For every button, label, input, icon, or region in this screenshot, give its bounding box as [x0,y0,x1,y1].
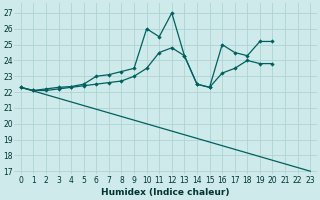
X-axis label: Humidex (Indice chaleur): Humidex (Indice chaleur) [101,188,230,197]
